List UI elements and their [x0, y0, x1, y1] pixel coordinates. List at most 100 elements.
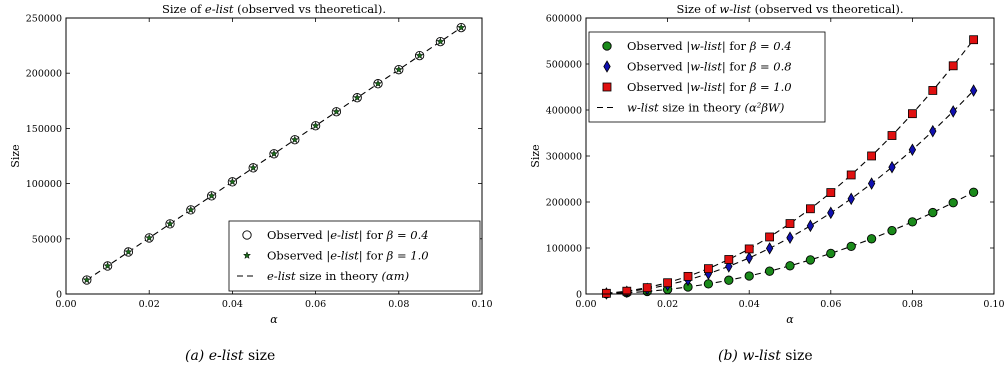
chart-b-series-0-point: [907, 217, 918, 227]
chart-a-series-1-point: [311, 121, 320, 130]
chart-a-xlabel: α: [270, 313, 278, 326]
chart-b-series-1-point: [969, 84, 978, 97]
chart-b-legend-marker-0: [602, 41, 612, 51]
chart-b-series-2-point: [602, 288, 611, 298]
chart-b-series-2-point: [622, 286, 632, 296]
chart-a-series-1-point: [228, 177, 237, 186]
chart-b-series-2-point: [826, 188, 836, 197]
caption-b: (b) w-list size: [718, 348, 813, 364]
chart-b-series-0-point: [764, 266, 775, 276]
chart-b-series-0-point: [928, 207, 938, 218]
chart-b-series-1-point: [929, 124, 937, 138]
caption-a-label: (a): [185, 348, 205, 364]
chart-b-series-0-point: [846, 241, 856, 252]
chart-a-legend-label-2-post: size in theory: [296, 269, 382, 283]
chart-b-ytick-label: 600000: [546, 14, 582, 25]
chart-b-legend-box: [588, 31, 826, 123]
chart-b-legend-marker-2: [602, 82, 612, 92]
chart-b-xtick-label: 0.04: [739, 299, 760, 310]
chart-b-series-0-point: [887, 225, 897, 236]
chart-b-frame: [585, 17, 995, 295]
chart-a-series-1-point: [186, 205, 195, 214]
chart-b-series-2-point: [683, 271, 693, 281]
chart-b-series-0-point: [968, 187, 979, 197]
chart-a-legend-label-2-math: (αm): [381, 269, 409, 283]
chart-b-legend-label-2-post: | for: [722, 80, 750, 95]
chart-b-series-0-point: [948, 198, 958, 208]
chart-a-ylabel: Size: [9, 144, 22, 167]
chart-b-ytick-label: 0: [576, 290, 582, 301]
chart-a-series-1-point: [353, 93, 362, 102]
chart-b-ytick-label: 500000: [546, 60, 582, 71]
chart-a-frame: [65, 17, 483, 295]
chart-b-series-1-point: [949, 105, 957, 118]
chart-b-series-2-point: [704, 264, 713, 274]
chart-b-ytick-label: 200000: [546, 198, 582, 209]
chart-b-series-2-point: [765, 232, 774, 242]
chart-b-legend-label-3-math: (α²βW): [745, 101, 785, 115]
chart-b-series-0-point: [805, 255, 816, 265]
chart-b-legend-label-0-post: | for: [722, 39, 750, 54]
chart-a-legend-label-2: e-list size in theory (αm): [267, 269, 409, 283]
chart-b-series-2-point: [846, 170, 856, 180]
chart-b-title-suffix: (observed vs theoretical).: [751, 2, 903, 16]
chart-a-title: Size of e-list (observed vs theoretical)…: [162, 2, 386, 16]
chart-a-series-1-point: [249, 163, 258, 172]
chart-b-ylabel: Size: [529, 144, 542, 167]
chart-a-legend-label-2-term: e-list: [267, 269, 296, 283]
chart-b-title-prefix: Size of: [676, 2, 719, 16]
chart-a-xtick-label: 0.10: [471, 299, 492, 310]
chart-b-series-2-point: [806, 204, 815, 214]
chart-b-legend-label-1-math: β = 0.8: [749, 60, 792, 74]
chart-a-series-1-point: [394, 65, 403, 74]
chart-a-ytick-label: 200000: [26, 69, 62, 80]
chart-b-ytick-label: 300000: [546, 152, 582, 163]
chart-a-series-1-point: [332, 107, 341, 116]
chart-a-legend-label-0-pre: Observed |: [267, 228, 330, 243]
chart-b-series-0-point: [703, 279, 714, 289]
chart-b-legend-label-3-post: size in theory: [659, 101, 745, 115]
chart-a-legend-label-1: Observed |e-list| for β = 1.0: [267, 249, 429, 264]
chart-a-legend-label-1-math: β = 1.0: [386, 249, 429, 263]
chart-b-series-1-point: [725, 260, 733, 273]
chart-b-legend-label-2-pre: Observed |: [627, 80, 690, 95]
chart-a-series-1-point: [124, 247, 133, 256]
chart-b-series-1-point: [888, 160, 896, 174]
chart-b-legend-marker-1: [603, 60, 611, 73]
chart-a-title-term: e-list: [205, 2, 234, 16]
chart-b-legend-label-0-pre: Observed |: [627, 39, 690, 54]
chart-b-legend-label-3-term: w-list: [627, 101, 659, 115]
chart-b-legend-label-2: Observed |w-list| for β = 1.0: [627, 80, 792, 95]
chart-a-legend-label-1-post: | for: [359, 249, 387, 264]
chart-b-ytick-label: 400000: [546, 106, 582, 117]
chart-a-ytick-label: 150000: [26, 124, 62, 135]
chart-b-legend-label-1-term: w-list: [690, 60, 722, 74]
chart-b-series-2-point: [928, 86, 938, 95]
chart-a-series-1-point: [207, 191, 216, 200]
chart-b-legend-label-1-post: | for: [722, 60, 750, 75]
chart-a-xtick-label: 0.00: [55, 299, 76, 310]
chart-b-series-1-point: [765, 242, 774, 255]
chart-b-xtick-label: 0.00: [575, 299, 596, 310]
chart-a-series-1-point: [415, 51, 424, 60]
chart-b-legend-label-0-math: β = 0.4: [749, 39, 792, 53]
chart-b-series-2: [602, 35, 978, 298]
chart-b-legend-label-3: w-list size in theory (α²βW): [627, 101, 784, 115]
chart-a-series-1-point: [436, 37, 445, 46]
chart-b-title: Size of w-list (observed vs theoretical)…: [676, 2, 903, 16]
chart-b-xtick-label: 0.08: [902, 299, 923, 310]
chart-a-series-1-point: [145, 233, 154, 242]
chart-b-series-1-point: [806, 219, 815, 233]
caption-a-term: e-list: [208, 348, 244, 364]
chart-a-series-1-point: [165, 219, 175, 228]
chart-b-series-1-point: [847, 192, 855, 206]
chart-b: Size of w-list (observed vs theoretical)…: [529, 2, 1005, 326]
chart-b-series-2-point: [744, 244, 754, 254]
caption-b-term: w-list: [742, 348, 781, 364]
chart-a-legend-label-0-term: e-list: [330, 228, 359, 242]
chart-b-series-2-point: [948, 61, 958, 71]
chart-a-legend-box: [228, 220, 481, 292]
